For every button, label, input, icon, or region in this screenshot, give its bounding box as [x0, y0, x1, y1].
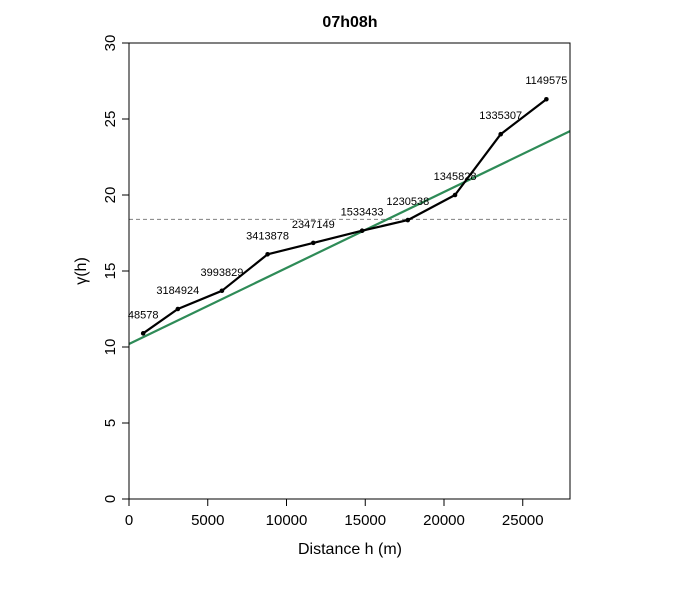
y-axis-label: γ(h): [73, 257, 90, 285]
plot-area: [129, 96, 570, 345]
data-point: [405, 217, 411, 223]
y-tick-label: 0: [102, 495, 119, 503]
data-point: [359, 228, 365, 234]
data-point: [452, 192, 458, 198]
point-count-label: 3413878: [246, 230, 289, 242]
variogram-series-line: [142, 98, 548, 335]
y-tick-label: 30: [102, 35, 119, 52]
data-point: [544, 96, 549, 102]
point-count-label: 1230538: [386, 196, 429, 208]
point-count-label: 1533433: [341, 207, 384, 219]
point-count-label: 1345828: [434, 171, 477, 183]
data-point: [219, 288, 225, 294]
x-tick-label: 10000: [266, 512, 308, 529]
x-axis: 0 5000 10000 15000 20000 25000: [125, 498, 544, 529]
x-tick-label: 15000: [344, 512, 386, 529]
point-count-label: 1335307: [479, 110, 522, 122]
y-tick-label: 15: [102, 263, 119, 280]
x-axis-label: Distance h (m): [298, 541, 402, 558]
linear-fit-line: [129, 130, 570, 345]
data-point: [310, 240, 316, 246]
point-count-label: 3993829: [201, 267, 244, 279]
y-tick-label: 25: [102, 111, 119, 128]
x-tick-label: 20000: [423, 512, 465, 529]
y-tick-label: 10: [102, 339, 119, 356]
y-tick-label: 5: [102, 419, 119, 427]
point-count-label: 3184924: [156, 285, 199, 297]
point-count-label: 48578: [128, 309, 159, 321]
x-tick-label: 25000: [502, 512, 544, 529]
x-tick-label: 0: [125, 512, 133, 529]
chart-title: 07h08h: [322, 14, 377, 31]
data-point: [175, 306, 181, 312]
data-point: [140, 331, 146, 336]
data-point: [498, 131, 504, 137]
data-point: [265, 251, 270, 257]
y-axis: 0 5 10 15 20 25 30: [102, 35, 129, 503]
y-tick-label: 20: [102, 187, 119, 204]
point-count-label: 1149575: [525, 75, 567, 87]
x-tick-label: 5000: [191, 512, 224, 529]
point-count-label: 2347149: [292, 219, 335, 231]
